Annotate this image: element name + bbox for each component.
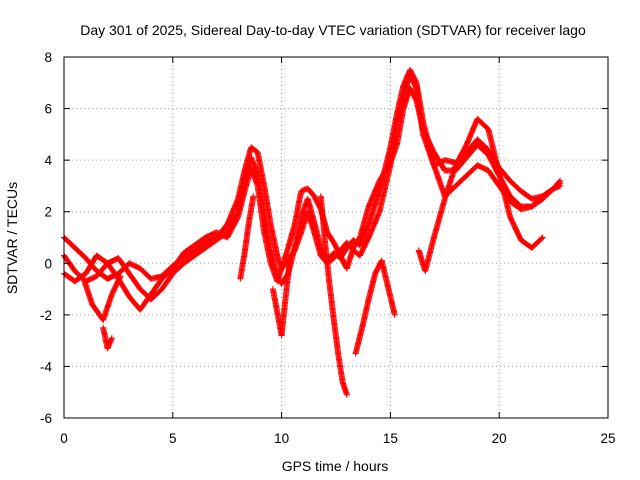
x-tick-label: 5 (169, 431, 177, 446)
plot-frame (63, 56, 609, 419)
x-tick-label: 15 (383, 431, 398, 446)
y-axis-tick-labels: -6 -4 -2 0 2 4 6 8 (40, 50, 53, 426)
series-track-4 (415, 115, 546, 275)
data-point (557, 182, 564, 189)
series-track-7 (269, 252, 294, 339)
y-tick-label: 4 (44, 153, 52, 168)
data-points (61, 66, 564, 398)
data-point (117, 274, 124, 281)
x-tick-label: 10 (274, 431, 289, 446)
data-point (391, 311, 398, 318)
y-tick-label: 2 (44, 205, 52, 220)
series-track-6 (100, 324, 115, 352)
chart-title: Day 301 of 2025, Sidereal Day-to-day VTE… (80, 22, 586, 38)
x-tick-label: 25 (600, 431, 615, 446)
series-track-5 (80, 273, 124, 324)
x-tick-label: 20 (492, 431, 507, 446)
series-track-3 (61, 84, 564, 313)
y-tick-label: 6 (44, 102, 52, 117)
y-tick-label: 0 (44, 256, 52, 271)
y-tick-label: -6 (40, 411, 52, 426)
series-track-10 (237, 193, 257, 282)
axis-ticks (63, 56, 609, 419)
data-point (287, 252, 294, 259)
data-point (117, 273, 124, 280)
y-tick-label: 8 (44, 50, 52, 65)
y-tick-label: -4 (40, 359, 52, 374)
y-axis-label: SDTVAR / TECUs (4, 182, 20, 294)
grid (64, 57, 608, 418)
x-axis-tick-labels: 0 5 10 15 20 25 (60, 431, 615, 446)
series-track-8 (317, 193, 350, 398)
data-point (108, 335, 115, 342)
series-track-1 (61, 72, 564, 282)
x-axis-label: GPS time / hours (282, 458, 389, 474)
series-track-9 (352, 257, 385, 357)
data-point (343, 391, 350, 398)
data-point (250, 193, 257, 200)
x-tick-label: 0 (60, 431, 68, 446)
data-point (538, 235, 545, 242)
series-track-11 (378, 257, 398, 318)
data-point (539, 234, 546, 241)
y-tick-label: -2 (40, 308, 52, 323)
